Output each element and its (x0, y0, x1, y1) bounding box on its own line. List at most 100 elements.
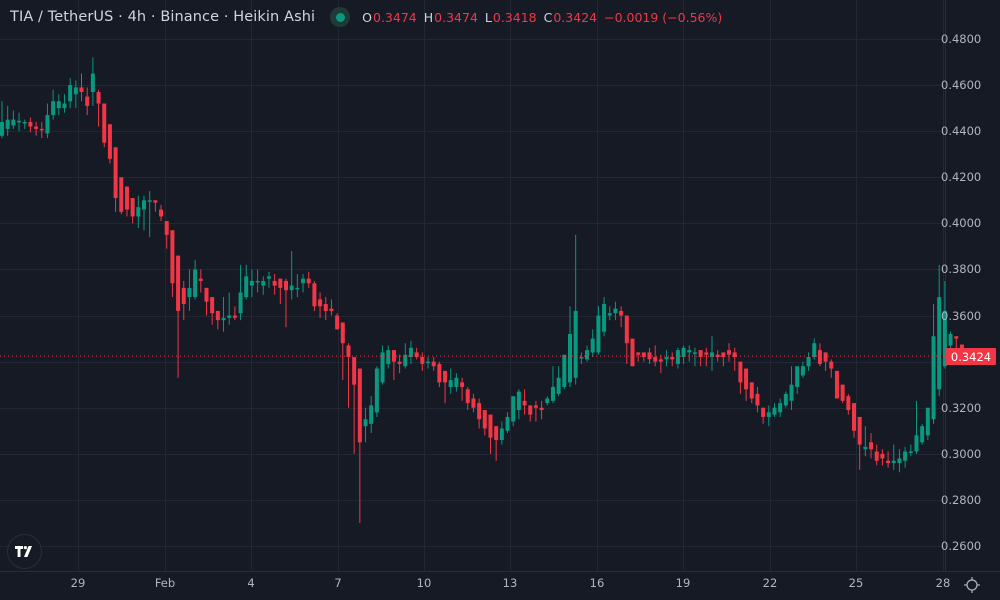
candle-body (193, 269, 198, 298)
candle-body (579, 357, 584, 359)
candle-body (585, 350, 590, 360)
candle-body (420, 357, 425, 364)
price-tick-label: 0.4400 (941, 124, 982, 139)
candle-body (704, 352, 709, 355)
candle-body (454, 377, 459, 387)
low-value: 0.3418 (492, 9, 537, 25)
candle-body (96, 92, 101, 104)
candle-body (437, 363, 442, 383)
candle-body (738, 361, 743, 383)
candle-body (215, 310, 220, 321)
time-tick-label: 10 (416, 576, 432, 590)
candle-body (369, 405, 374, 424)
candle-body (721, 352, 726, 358)
candle-body (874, 451, 879, 461)
candle-body (516, 391, 521, 411)
candle-body (789, 384, 794, 401)
candle-body (624, 315, 629, 344)
gear-icon[interactable] (963, 576, 981, 594)
candle-body (28, 121, 33, 127)
candle-body (312, 283, 317, 307)
change-value: −0.0019 (−0.56%) (604, 9, 723, 25)
candle-body (908, 451, 913, 454)
price-tick-label: 0.3200 (941, 400, 982, 415)
candle-body (573, 310, 578, 378)
time-tick-label: Feb (154, 576, 176, 590)
candle-body (681, 347, 686, 358)
price-tick-label: 0.2600 (941, 538, 982, 553)
time-tick-label: 13 (502, 576, 518, 590)
candle-body (630, 338, 635, 367)
candle-body (732, 352, 737, 358)
candle-body (903, 451, 908, 461)
candle-body (755, 393, 760, 406)
candle-body (852, 403, 856, 431)
time-tick-label: 16 (589, 576, 605, 590)
candle-body (130, 198, 135, 217)
candle-body (335, 315, 340, 330)
candle-body (920, 426, 925, 443)
candle-body (142, 200, 146, 210)
candle-body (39, 128, 44, 131)
candle-body (62, 103, 67, 109)
candle-body (675, 350, 680, 364)
candle-body (198, 278, 203, 281)
candle-body (692, 352, 697, 354)
candle-body (886, 460, 891, 464)
candle-body (56, 101, 61, 109)
open-value: 0.3474 (373, 9, 417, 25)
candle-body (596, 315, 601, 353)
symbol-title[interactable]: TIA / TetherUS · 4h · Binance · Heikin A… (10, 9, 316, 25)
candle-body (5, 119, 10, 129)
candle-body (380, 352, 385, 383)
candle-body (834, 370, 839, 399)
candle-body (607, 313, 612, 316)
candle-body (170, 230, 175, 284)
price-tick-label: 0.4000 (941, 216, 982, 231)
close-value: 0.3424 (553, 9, 598, 25)
candle-body (545, 398, 550, 404)
time-tick-label: 28 (935, 576, 951, 590)
candle-body (426, 361, 430, 364)
candle-body (891, 460, 896, 464)
candle-body (357, 368, 362, 443)
candle-body (647, 352, 652, 360)
time-tick-label: 19 (675, 576, 691, 590)
candle-body (329, 308, 334, 311)
time-tick-label: 25 (848, 576, 864, 590)
high-value: 0.3474 (434, 9, 478, 25)
candle-body (931, 336, 936, 420)
candle-body (795, 366, 800, 387)
candle-body (79, 87, 84, 93)
candle-body (73, 87, 78, 95)
candle-body (658, 359, 663, 362)
candle-body (227, 315, 232, 318)
candle-body (85, 96, 90, 106)
candle-body (522, 400, 527, 406)
tradingview-logo-icon[interactable] (7, 534, 42, 569)
candle-body (687, 350, 692, 353)
candle-body (812, 343, 817, 358)
candle-body (749, 382, 754, 399)
candle-body (90, 73, 95, 93)
candle-body (533, 405, 538, 408)
candle-body (880, 453, 885, 459)
candle-body (136, 207, 141, 217)
price-tick-label: 0.4800 (941, 32, 982, 46)
candle-body (176, 255, 181, 311)
candle-body (744, 368, 749, 390)
candle-body (727, 350, 732, 355)
candle-body (340, 322, 345, 344)
candle-body (568, 333, 572, 383)
candle-body (113, 147, 118, 199)
candle-body (124, 186, 129, 210)
candle-body (272, 280, 277, 286)
candle-body (772, 407, 777, 415)
candle-body (0, 121, 4, 136)
candle-body (414, 352, 419, 358)
candle-body (238, 292, 243, 314)
candle-body (164, 221, 169, 235)
candle-body (374, 368, 379, 413)
